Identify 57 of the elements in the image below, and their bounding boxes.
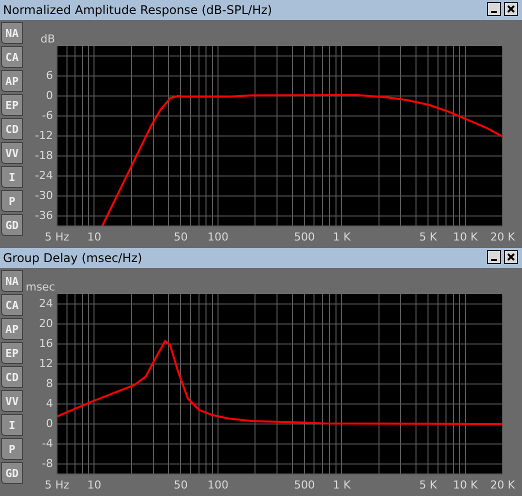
text: I [1, 414, 23, 436]
y-tick-label: 16 [39, 336, 53, 350]
y-tick-label: -30 [35, 188, 53, 202]
text: VV [1, 390, 23, 412]
x-tick-label: 10 K [453, 478, 479, 492]
text: EP [1, 342, 23, 364]
y-tick-label: -8 [42, 456, 53, 470]
text: EP [1, 94, 23, 116]
x-tick-label: 500 [294, 230, 315, 244]
y-tick-label: 4 [46, 396, 53, 410]
x-tick-label: 10 [87, 230, 102, 244]
y-axis-title: dB [40, 32, 55, 46]
y-tick-label: 0 [46, 88, 53, 102]
x-tick-label: 50 [174, 230, 188, 244]
text: GD [1, 462, 23, 484]
x-tick-label: 5 K [419, 230, 438, 244]
x-tick-label: 1 K [332, 478, 352, 492]
y-axis-title: msec [26, 280, 55, 294]
x-tick-label: 10 K [453, 230, 479, 244]
y-tick-label: -6 [42, 108, 53, 122]
y-tick-label: 20 [39, 316, 53, 330]
y-tick-label: -18 [35, 148, 53, 162]
y-tick-label: -4 [42, 436, 53, 450]
x-tick-label: 5 Hz [44, 478, 70, 492]
text: P [1, 438, 23, 460]
y-tick-label: 6 [46, 68, 53, 82]
y-tick-label: -12 [35, 128, 53, 142]
chart-title: Normalized Amplitude Response (dB-SPL/Hz) [2, 3, 272, 17]
x-tick-label: 100 [207, 478, 228, 492]
text: GD [1, 214, 23, 236]
text: NA [1, 22, 23, 44]
x-tick-label: 5 Hz [44, 230, 70, 244]
y-tick-label: 24 [39, 296, 53, 310]
x-tick-label: 50 [174, 478, 188, 492]
text: CA [1, 46, 23, 68]
y-tick-label: -24 [35, 168, 53, 182]
text: P [1, 190, 23, 212]
y-tick-label: 8 [46, 376, 53, 390]
text: CA [1, 294, 23, 316]
chart-title: Group Delay (msec/Hz) [2, 251, 142, 265]
x-tick-label: 100 [207, 230, 228, 244]
x-tick-label: 10 [87, 478, 102, 492]
text: CD [1, 118, 23, 140]
x-tick-label: 20 K [490, 478, 516, 492]
x-tick-label: 500 [294, 478, 315, 492]
x-tick-label: 1 K [332, 230, 352, 244]
text: NA [1, 270, 23, 292]
text: CD [1, 366, 23, 388]
y-tick-label: -36 [35, 208, 53, 222]
y-tick-label: 12 [39, 356, 53, 370]
text: VV [1, 142, 23, 164]
text: AP [1, 70, 23, 92]
text: I [1, 166, 23, 188]
text: AP [1, 318, 23, 340]
x-tick-label: 20 K [490, 230, 516, 244]
y-tick-label: 0 [46, 416, 53, 430]
x-tick-label: 5 K [419, 478, 438, 492]
